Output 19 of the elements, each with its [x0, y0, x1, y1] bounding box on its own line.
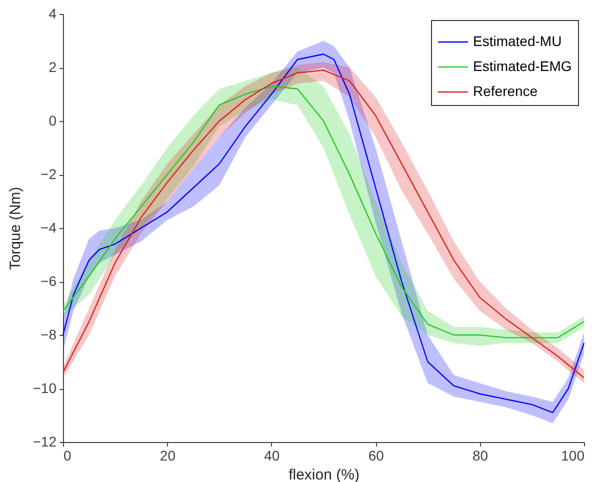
- y-tick-label: −2: [40, 166, 57, 182]
- x-tick-label: 0: [64, 448, 72, 464]
- legend-label: Reference: [473, 83, 538, 99]
- x-tick-label: 20: [160, 448, 176, 464]
- y-tick-label: 0: [48, 112, 57, 128]
- x-tick-label: 100: [561, 448, 585, 464]
- y-axis-title: Torque (Nm): [6, 186, 24, 270]
- x-tick-label: 40: [264, 448, 280, 464]
- y-tick-label: −4: [40, 220, 57, 236]
- y-tick-label: −8: [40, 326, 57, 342]
- x-tick-label: 60: [368, 448, 384, 464]
- y-tick-label: −10: [32, 380, 57, 396]
- legend-label: Estimated-EMG: [473, 58, 572, 74]
- legend-label: Estimated-MU: [473, 33, 562, 49]
- y-tick-label: −12: [32, 434, 57, 450]
- y-tick-label: 2: [48, 59, 57, 75]
- y-tick-label: −6: [40, 273, 57, 289]
- x-tick-label: 80: [472, 448, 488, 464]
- y-tick-label: 4: [48, 6, 57, 22]
